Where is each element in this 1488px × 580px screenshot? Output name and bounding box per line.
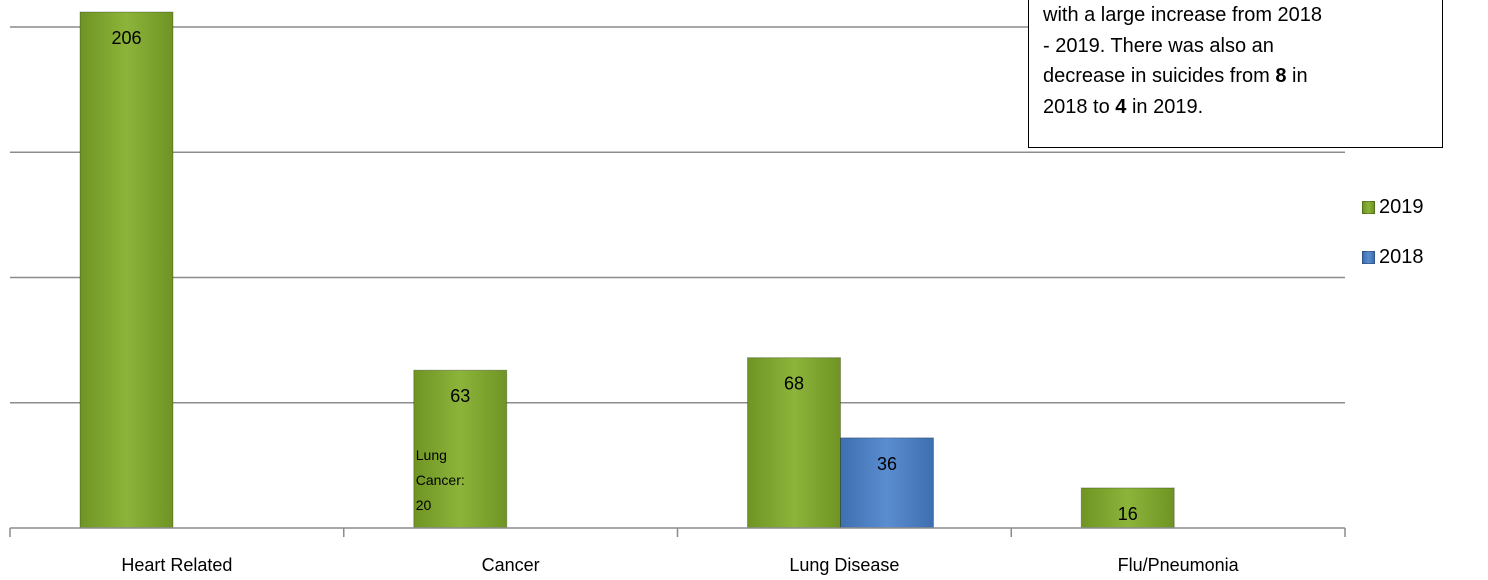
legend-item-2018: 2018 [1362,244,1424,270]
legend-label-2018: 2018 [1379,245,1424,268]
bar-2019-heart-related [79,11,174,529]
bar-annotation-line: 20 [416,497,432,513]
legend-item-2019: 2019 [1362,194,1424,220]
legend-swatch-2018 [1362,250,1375,264]
note-line-3-post: in [1286,65,1308,87]
legend-label-2019: 2019 [1379,195,1424,218]
x-tick-label: Heart Related [121,555,232,575]
note-line-2: - 2019. There was also an [1043,34,1274,57]
legend-swatch-2019 [1362,200,1375,214]
x-tick-label: Flu/Pneumonia [1118,555,1240,575]
note-line-3-pre: decrease in suicides from [1043,65,1276,87]
data-label: 63 [450,386,470,406]
note-line-3-bold: 8 [1275,65,1287,87]
annotation-note-box: with a large increase from 2018 - 2019. … [1028,0,1443,148]
bar-2019-lung-disease [747,357,841,529]
labels: 206 63 68 36 16 Lung Cancer: 20 [111,28,1137,524]
bar-annotation-line: Lung [416,447,447,463]
note-line-4-pre: 2018 to [1043,95,1116,118]
note-line-1: with a large increase from 2018 [1043,4,1323,26]
bar-2019-flu-pneumonia [1080,487,1175,529]
x-axis: Heart Related Cancer Lung Disease Flu/Pneum… [9,527,1346,575]
bar-annotation-line: Cancer: [416,472,465,488]
data-label: 206 [111,28,141,48]
note-line-3: decrease in suicides from 8 in [1043,61,1428,92]
bar-2018-lung-disease [840,437,934,529]
data-label: 36 [877,454,897,474]
bars [79,11,1175,529]
x-tick-label: Lung Disease [789,555,899,575]
data-label: 68 [784,374,804,394]
note-line-4-bold: 4 [1115,95,1127,118]
legend: 2019 2018 [1362,194,1424,294]
note-line-4: 2018 to 4 in 2019. [1043,92,1428,123]
data-label: 16 [1118,504,1138,524]
x-tick-label: Cancer [482,555,540,575]
note-line-4-post: in 2019. [1126,95,1204,118]
